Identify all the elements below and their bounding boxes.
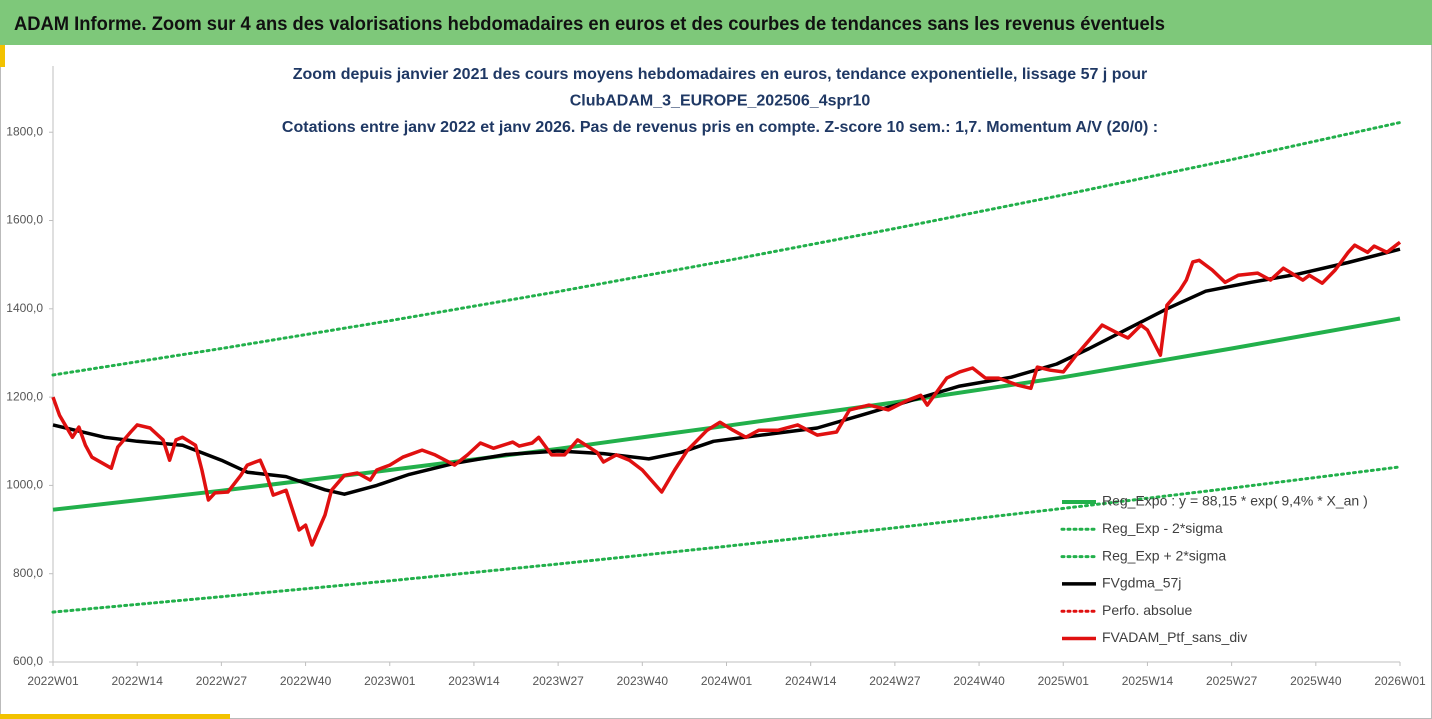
accent <box>0 45 5 67</box>
legend-label: Reg_Exp - 2*sigma <box>1102 520 1223 536</box>
x-tick-label: 2024W40 <box>953 674 1005 688</box>
x-tick-label: 2024W01 <box>701 674 753 688</box>
header-title: ADAM Informe. Zoom sur 4 ans des valoris… <box>14 14 1165 35</box>
x-tick-label: 2023W40 <box>617 674 669 688</box>
x-tick-label: 2023W14 <box>448 674 500 688</box>
chart: Zoom depuis janvier 2021 des cours moyen… <box>6 66 1426 688</box>
x-tick-label: 2022W01 <box>27 674 79 688</box>
x-tick-label: 2024W14 <box>785 674 837 688</box>
x-tick-label: 2022W40 <box>280 674 332 688</box>
x-tick-label: 2024W27 <box>869 674 921 688</box>
x-tick-label: 2025W01 <box>1038 674 1090 688</box>
y-tick-label: 1200,0 <box>6 389 43 403</box>
series-line <box>51 465 1402 614</box>
chart-title: ClubADAM_3_EUROPE_202506_4spr10 <box>570 93 871 110</box>
x-tick-label: 2022W14 <box>112 674 164 688</box>
series-line <box>52 247 1401 496</box>
y-tick-label: 600,0 <box>13 654 43 668</box>
legend-label: Perfo. absolue <box>1102 602 1192 618</box>
x-tick-label: 2022W27 <box>196 674 248 688</box>
legend-label: Reg_Exp + 2*sigma <box>1102 547 1226 563</box>
chart-title: Cotations entre janv 2022 et janv 2026. … <box>282 119 1158 136</box>
accent <box>0 714 230 719</box>
series-line <box>51 240 1402 547</box>
y-tick-label: 1800,0 <box>6 124 43 138</box>
legend-label: FVgdma_57j <box>1102 575 1181 591</box>
x-tick-label: 2023W27 <box>532 674 584 688</box>
x-tick-label: 2025W27 <box>1206 674 1258 688</box>
legend-label: Reg_Expo : y = 88,15 * exp( 9,4% * X_an … <box>1102 493 1368 509</box>
x-tick-label: 2026W01 <box>1374 674 1426 688</box>
header-bar <box>0 0 1432 45</box>
x-tick-label: 2025W40 <box>1290 674 1342 688</box>
legend-label: FVADAM_Ptf_sans_div <box>1102 629 1247 645</box>
chart-title: Zoom depuis janvier 2021 des cours moyen… <box>293 66 1148 83</box>
y-tick-label: 1600,0 <box>6 213 43 227</box>
y-tick-label: 1400,0 <box>6 301 43 315</box>
series-line <box>51 121 1402 377</box>
y-tick-label: 1000,0 <box>6 478 43 492</box>
y-tick-label: 800,0 <box>13 566 43 580</box>
x-tick-label: 2023W01 <box>364 674 416 688</box>
x-tick-label: 2025W14 <box>1122 674 1174 688</box>
